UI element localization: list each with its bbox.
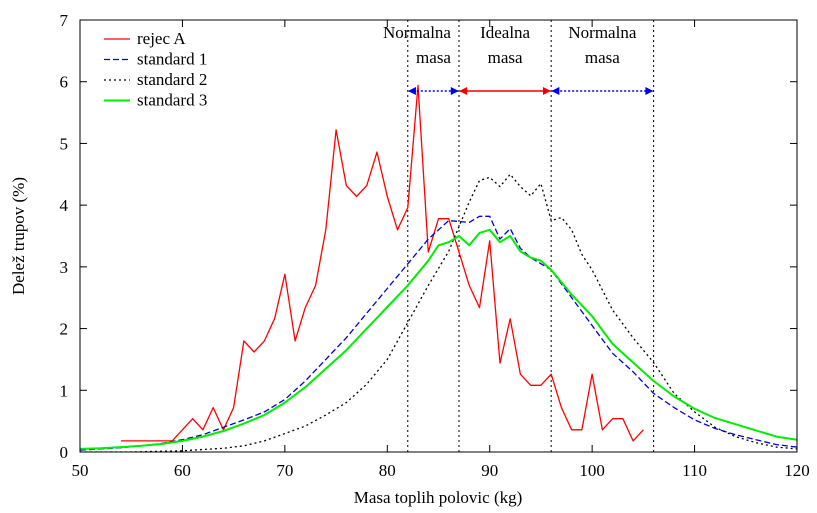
x-tick-label: 90 bbox=[481, 461, 498, 480]
range-label: masa bbox=[585, 48, 620, 67]
y-tick-label: 0 bbox=[60, 443, 69, 462]
range-label: masa bbox=[488, 48, 523, 67]
x-tick-label: 50 bbox=[72, 461, 89, 480]
series-line bbox=[121, 84, 644, 442]
x-axis-label: Masa toplih polovic (kg) bbox=[354, 488, 523, 507]
y-tick-label: 1 bbox=[60, 381, 69, 400]
range-label: Idealna bbox=[480, 23, 530, 42]
plot-frame bbox=[79, 19, 798, 453]
range-label: Normalna bbox=[383, 23, 451, 42]
x-tick-label: 70 bbox=[276, 461, 293, 480]
legend-label: standard 3 bbox=[137, 91, 207, 110]
y-tick-label: 6 bbox=[60, 73, 69, 92]
y-axis: 0 1 2 3 4 5 6 7 bbox=[60, 11, 797, 462]
series-line bbox=[80, 228, 797, 450]
legend-label: rejec A bbox=[137, 29, 186, 48]
series-line bbox=[80, 215, 797, 451]
legend-label: standard 2 bbox=[137, 70, 207, 89]
y-tick-label: 2 bbox=[60, 320, 69, 339]
series-line bbox=[80, 173, 797, 452]
x-tick-label: 100 bbox=[579, 461, 605, 480]
range-label: Normalna bbox=[568, 23, 636, 42]
x-tick-label: 60 bbox=[174, 461, 191, 480]
x-tick-label: 80 bbox=[379, 461, 396, 480]
range-annotations: Normalna masa Idealna masa Normalna masa bbox=[383, 23, 654, 95]
y-tick-label: 4 bbox=[60, 196, 69, 215]
series-lines bbox=[80, 84, 797, 452]
x-axis: 50 60 70 80 90 100 110 120 bbox=[72, 20, 810, 480]
legend-label: standard 1 bbox=[137, 50, 207, 69]
y-tick-label: 3 bbox=[60, 258, 69, 277]
reference-lines bbox=[407, 20, 655, 452]
x-tick-label: 110 bbox=[682, 461, 707, 480]
x-tick-label: 120 bbox=[784, 461, 810, 480]
y-tick-label: 5 bbox=[60, 134, 69, 153]
y-tick-label: 7 bbox=[60, 11, 69, 30]
y-axis-label: Delež trupov (%) bbox=[9, 177, 28, 295]
range-label: masa bbox=[416, 48, 451, 67]
